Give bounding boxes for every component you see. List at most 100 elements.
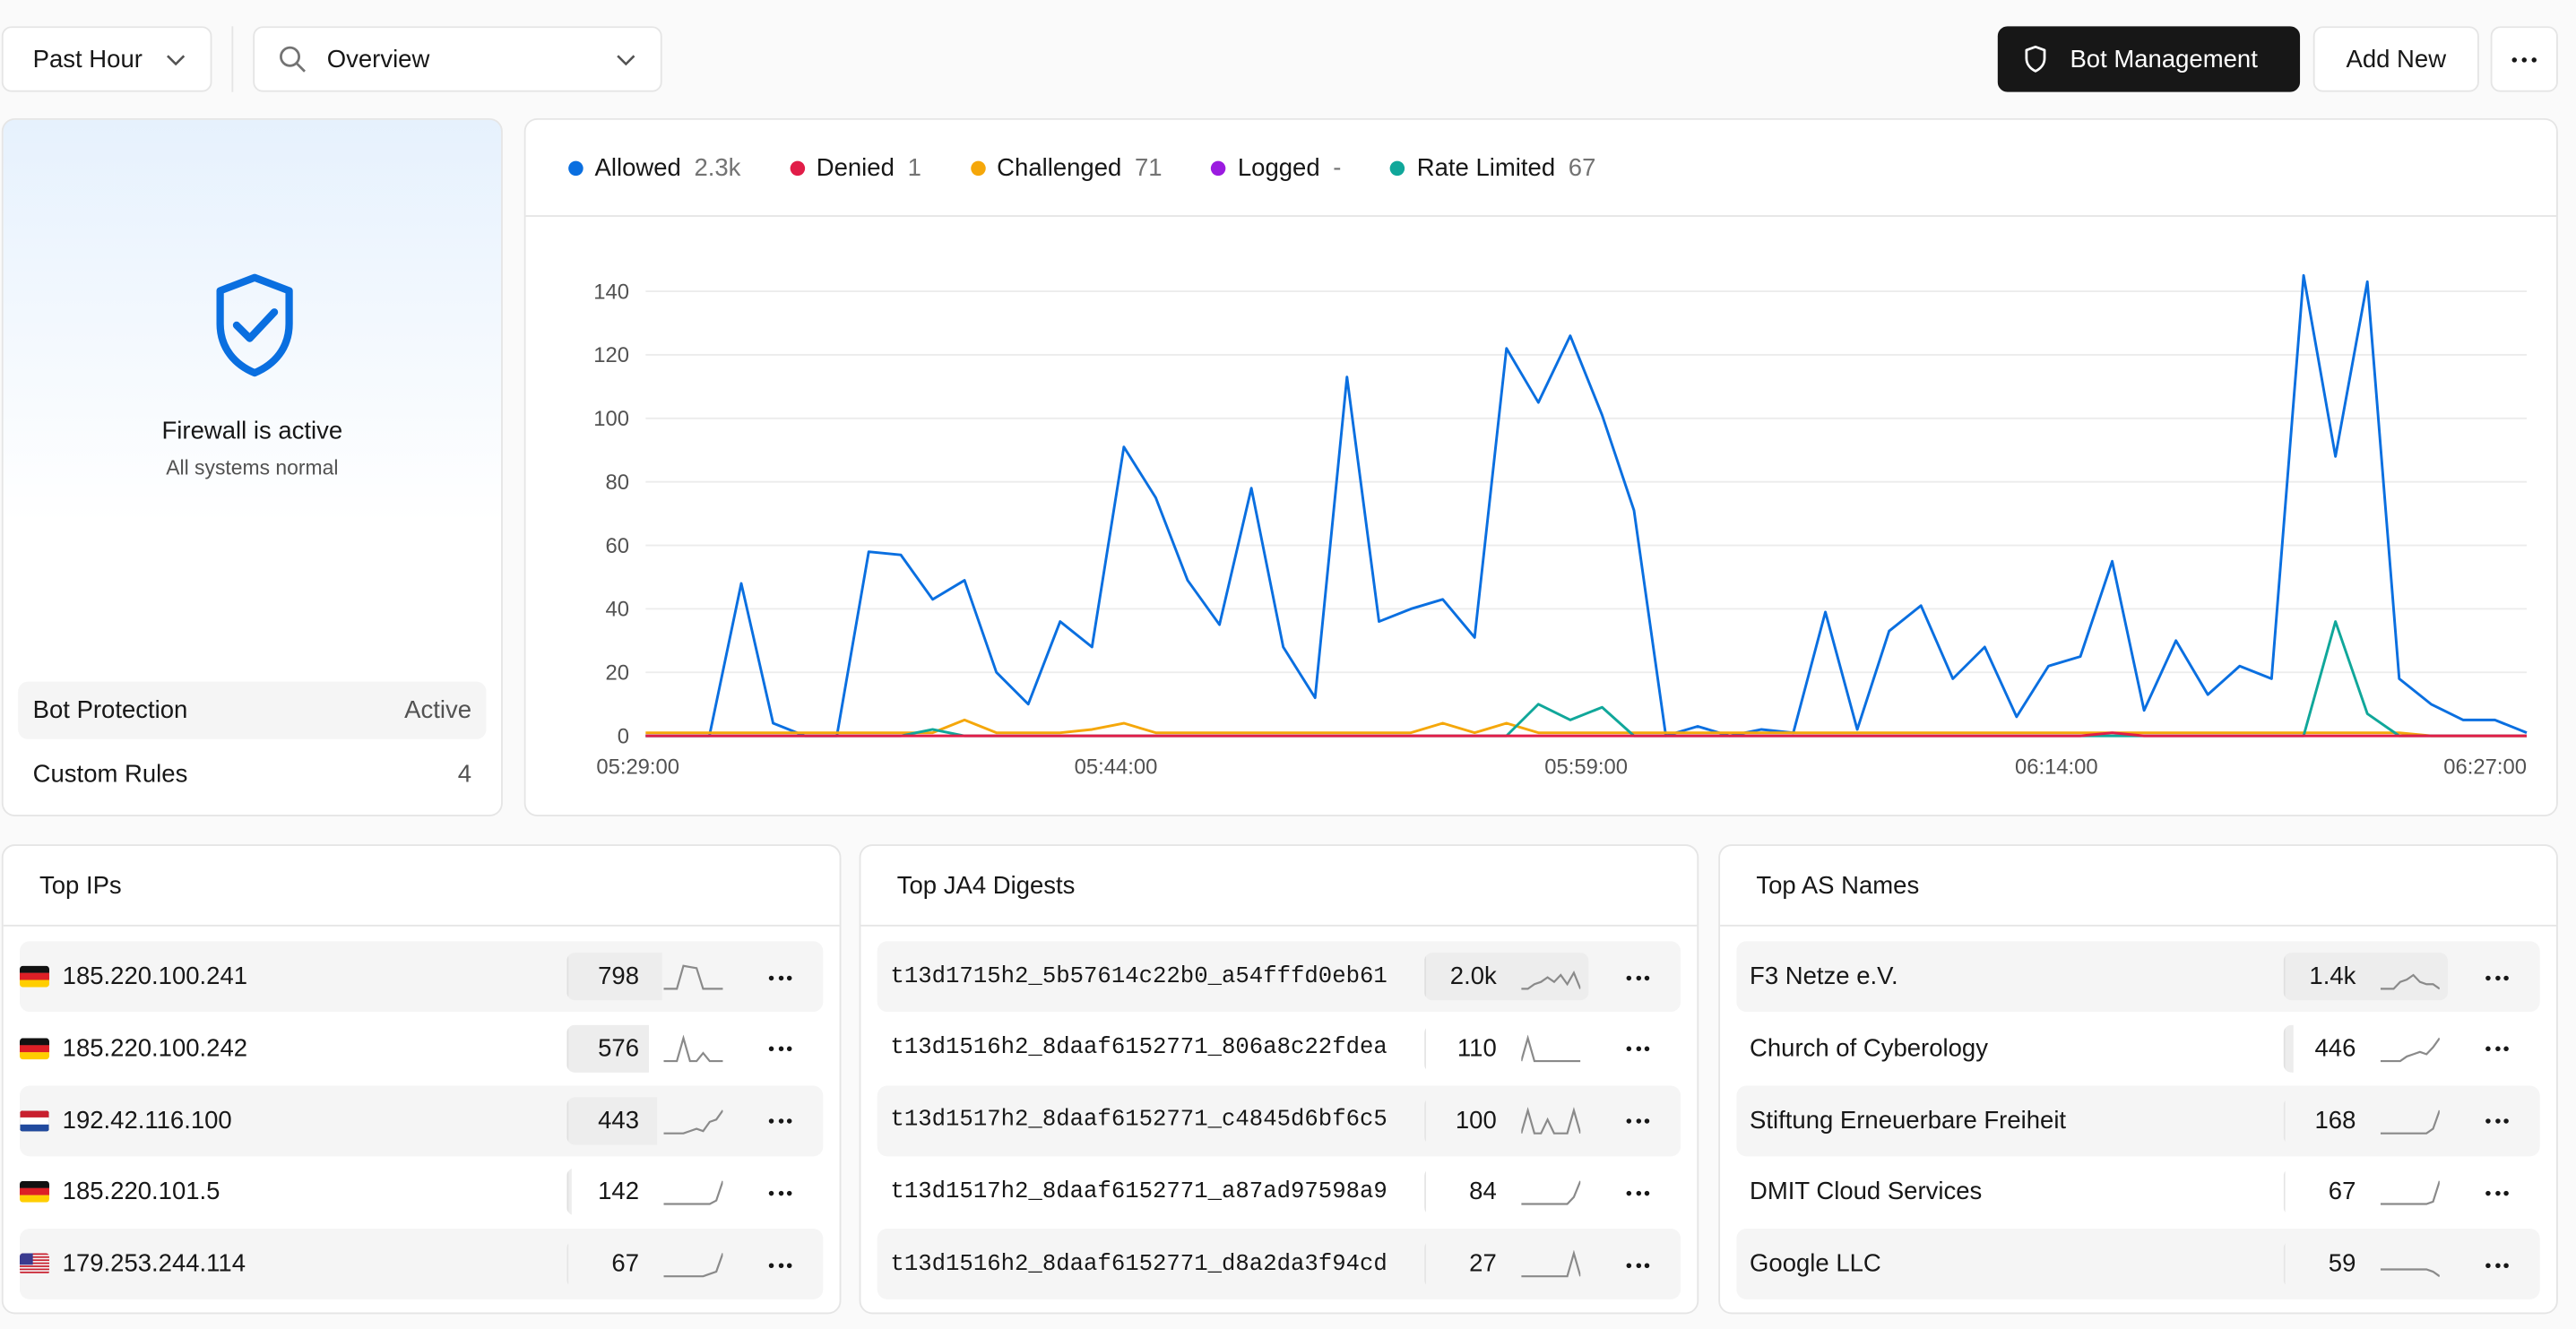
list-item[interactable]: t13d1516h2_8daaf6152771_d8a2da3f94cd 27 — [877, 1229, 1681, 1300]
list-item[interactable]: DMIT Cloud Services 67 — [1736, 1157, 2539, 1228]
list-item[interactable]: t13d1517h2_8daaf6152771_a87ad97598a9 84 — [877, 1157, 1681, 1228]
series-line-allowed — [645, 273, 2528, 738]
count-share-edge — [2283, 1171, 2286, 1213]
count-share-bar — [566, 953, 662, 1001]
list-item[interactable]: 185.220.101.5 142 — [19, 1157, 823, 1228]
more-icon[interactable] — [1618, 1033, 1657, 1066]
sparkline — [2380, 1109, 2440, 1135]
custom-rules-value: 4 — [457, 760, 472, 789]
y-tick-label: 20 — [606, 661, 630, 686]
list-item[interactable]: t13d1517h2_8daaf6152771_c4845d6bf6c5 100 — [877, 1084, 1681, 1156]
list-item[interactable]: t13d1516h2_8daaf6152771_806a8c22fdea 110 — [877, 1014, 1681, 1084]
germany-flag-icon — [19, 965, 49, 988]
sparkline-path — [1521, 1106, 1581, 1135]
legend-label: Denied — [816, 153, 895, 182]
legend-item-denied[interactable]: Denied 1 — [790, 153, 921, 182]
list-item-value: 1.4k — [2309, 962, 2356, 991]
sparkline — [2380, 1037, 2440, 1062]
sparkline-path — [663, 1253, 723, 1278]
top-as-title: Top AS Names — [1756, 872, 1920, 901]
y-tick-label: 40 — [606, 598, 630, 622]
list-item[interactable]: Stiftung Erneuerbare Freiheit 168 — [1736, 1084, 2540, 1156]
sparkline-path — [1521, 970, 1581, 990]
time-range-select[interactable]: Past Hour — [1, 26, 212, 92]
sparkline — [1521, 970, 1581, 990]
legend-item-allowed[interactable]: Allowed 2.3k — [568, 153, 740, 182]
list-item-label: 179.253.244.114 — [62, 1250, 246, 1279]
list-item[interactable]: t13d1715h2_5b57614c22b0_a54fffd0eb61 2.0k — [877, 941, 1681, 1013]
list-item[interactable]: 185.220.100.242 576 — [19, 1014, 823, 1084]
list-item[interactable]: Church of Cyberology 446 — [1736, 1014, 2539, 1084]
list-item[interactable]: 192.42.116.100 443 — [19, 1084, 824, 1156]
list-item-count: 1.4k — [2283, 953, 2449, 1001]
time-range-label: Past Hour — [32, 45, 143, 73]
list-item[interactable]: F3 Netze e.V. 1.4k — [1736, 941, 2540, 1013]
list-item-count: 100 — [1424, 1097, 1588, 1144]
legend-dot-icon — [790, 160, 805, 176]
list-item-label: 185.220.100.242 — [62, 1034, 248, 1063]
more-icon[interactable] — [761, 1177, 800, 1210]
legend-dot-icon — [970, 160, 986, 176]
more-icon[interactable] — [2477, 1177, 2517, 1210]
more-icon[interactable] — [761, 1105, 800, 1138]
legend-label: Rate Limited — [1416, 153, 1556, 182]
sparkline-path — [663, 964, 723, 990]
more-icon[interactable] — [2477, 1105, 2517, 1138]
germany-flag-icon — [19, 1181, 49, 1204]
more-icon[interactable] — [761, 1033, 800, 1066]
shield-icon — [2025, 45, 2046, 73]
more-options-button[interactable] — [2490, 26, 2558, 92]
legend-item-logged[interactable]: Logged - — [1211, 153, 1341, 182]
list-item-label: 192.42.116.100 — [62, 1106, 232, 1135]
custom-rules-label: Custom Rules — [32, 760, 188, 789]
list-item-value: 67 — [611, 1250, 639, 1279]
list-item[interactable]: 179.253.244.114 67 — [19, 1229, 824, 1300]
more-icon[interactable] — [1618, 1248, 1657, 1282]
more-icon[interactable] — [761, 1248, 800, 1282]
sparkline-path — [2380, 973, 2440, 990]
legend-item-rate-limited[interactable]: Rate Limited 67 — [1390, 153, 1595, 182]
more-icon[interactable] — [2477, 1033, 2517, 1066]
list-item[interactable]: Google LLC 59 — [1736, 1229, 2540, 1300]
top-ja4-title: Top JA4 Digests — [896, 872, 1076, 901]
list-item-value: 27 — [1469, 1250, 1497, 1279]
y-tick-label: 140 — [593, 280, 629, 304]
y-tick-label: 0 — [618, 724, 629, 748]
series-line-challenged — [645, 718, 2528, 738]
more-icon[interactable] — [1618, 1177, 1657, 1210]
x-tick-label: 05:59:00 — [1544, 755, 1628, 779]
add-new-button[interactable]: Add New — [2312, 26, 2479, 92]
list-item-label: Stiftung Erneuerbare Freiheit — [1750, 1106, 2067, 1135]
sparkline-path — [2380, 1109, 2440, 1135]
list-item-count: 110 — [1424, 1024, 1588, 1072]
more-icon[interactable] — [2477, 1248, 2517, 1282]
series-line-denied — [645, 731, 2528, 738]
x-tick-label: 05:29:00 — [596, 755, 679, 779]
legend-item-challenged[interactable]: Challenged 71 — [970, 153, 1163, 182]
more-icon[interactable] — [1618, 961, 1657, 994]
list-item-value: 142 — [598, 1178, 639, 1207]
sparkline — [2380, 973, 2440, 990]
list-item[interactable]: 185.220.100.241 798 — [19, 941, 824, 1013]
list-item-label: t13d1517h2_8daaf6152771_c4845d6bf6c5 — [890, 1107, 1387, 1134]
top-ips-card: Top IPs 185.220.100.241 798 185.220.100.24… — [1, 844, 842, 1315]
more-icon[interactable] — [761, 961, 800, 994]
legend-label: Allowed — [594, 153, 681, 182]
series-line-rate-limited — [645, 620, 2528, 738]
list-item-value: 443 — [598, 1106, 639, 1135]
list-item-label: Church of Cyberology — [1750, 1034, 1988, 1063]
view-select[interactable]: Overview — [253, 26, 662, 92]
sparkline — [1521, 1250, 1581, 1278]
x-tick-label: 06:14:00 — [2015, 755, 2098, 779]
sparkline-path — [1521, 1250, 1581, 1278]
count-share-edge — [1424, 1171, 1426, 1213]
list-item-value: 168 — [2314, 1106, 2356, 1135]
sparkline — [663, 1109, 723, 1135]
bot-management-button[interactable]: Bot Management — [1997, 26, 2301, 92]
sparkline — [2380, 1181, 2440, 1206]
more-icon[interactable] — [2477, 961, 2517, 994]
add-new-label: Add New — [2346, 45, 2447, 73]
count-share-edge — [1424, 1243, 1426, 1285]
more-icon[interactable] — [1618, 1105, 1657, 1138]
list-item-count: 576 — [566, 1024, 730, 1073]
